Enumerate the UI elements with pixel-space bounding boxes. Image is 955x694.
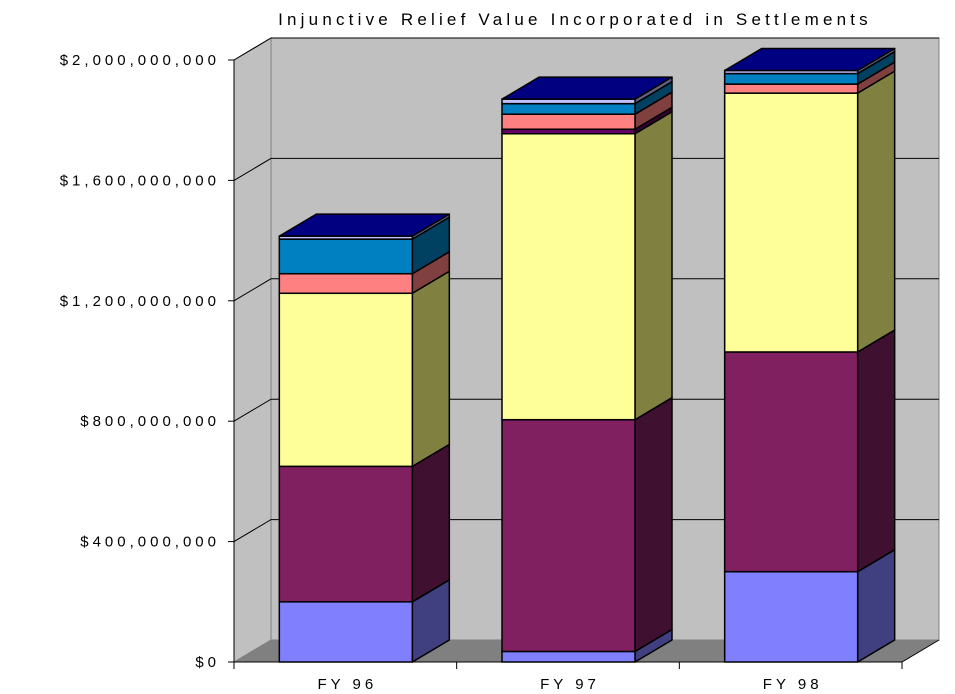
bar-segment	[723, 570, 859, 663]
gridline	[233, 398, 939, 422]
bar-side-segment	[411, 270, 451, 468]
gridline	[233, 37, 939, 61]
chart-title: Injunctive Relief Value Incorporated in …	[278, 10, 872, 29]
bar-top	[278, 213, 451, 237]
bar-segment	[278, 238, 414, 275]
gridline	[233, 157, 939, 181]
bar-segment	[723, 92, 859, 353]
bars	[278, 47, 896, 663]
bar-side-segment	[856, 329, 896, 573]
x-tick-label: FY 96	[317, 676, 377, 693]
bar-side-segment	[634, 110, 673, 421]
bar-side-segment	[411, 443, 451, 603]
bar-segment	[723, 72, 859, 85]
x-tick-label: FY 98	[763, 676, 823, 693]
bar-segment	[278, 292, 414, 468]
y-tick-label: $400,000,000	[80, 534, 220, 551]
bar-segment	[278, 601, 414, 663]
bar-segment	[501, 102, 636, 115]
bar-side-segment	[634, 396, 673, 653]
y-tick-label: $0	[195, 654, 220, 671]
gridline	[233, 519, 939, 543]
bar-segment	[501, 650, 636, 663]
axes: $0 $400,000,000 $800,000,000 $1,200,000,000…	[60, 52, 940, 693]
bar-top	[723, 47, 896, 72]
bar-segment	[278, 272, 414, 295]
x-tick-label: FY 97	[540, 676, 600, 693]
y-tick-label: $1,200,000,000	[60, 293, 220, 310]
gridline	[233, 278, 939, 302]
y-tick-label: $800,000,000	[80, 413, 220, 430]
bar-segment	[501, 113, 636, 130]
y-tick-label: $2,000,000,000	[60, 52, 220, 69]
bar-segment	[501, 418, 636, 653]
bar-segment	[501, 132, 636, 421]
bar-top	[501, 76, 673, 100]
bar-segment	[278, 465, 414, 603]
bar-segment	[723, 351, 859, 573]
bar-segment	[723, 83, 859, 94]
y-tick-label: $1,600,000,000	[60, 172, 220, 189]
side-wall	[233, 37, 272, 663]
bar-side-segment	[856, 70, 896, 353]
